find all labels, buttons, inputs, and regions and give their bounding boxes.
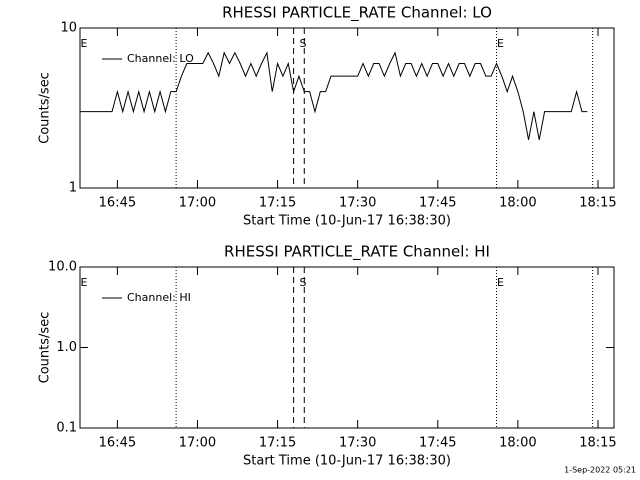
- y-tick-label: 0.1: [56, 421, 77, 436]
- x-tick-label: 17:45: [419, 196, 456, 211]
- x-axis-label: Start Time (10-Jun-17 16:38:30): [243, 454, 451, 469]
- x-tick-label: 17:00: [179, 436, 216, 451]
- y-tick-label: 1: [69, 181, 77, 196]
- chart-title: RHESSI PARTICLE_RATE Channel: LO: [222, 4, 492, 23]
- x-tick-label: 17:30: [339, 196, 376, 211]
- x-tick-label: 17:15: [259, 196, 296, 211]
- x-tick-label: 17:15: [259, 436, 296, 451]
- plot-frame: [79, 27, 615, 189]
- chart-title: RHESSI PARTICLE_RATE Channel: HI: [224, 243, 490, 262]
- flag-label: E: [81, 276, 88, 289]
- x-axis-label: Start Time (10-Jun-17 16:38:30): [243, 214, 451, 229]
- data-line: [80, 51, 588, 140]
- x-tick-label: 17:45: [419, 436, 456, 451]
- footer-date: 1-Sep-2022 05:21: [564, 466, 636, 475]
- x-tick-label: 16:45: [99, 196, 136, 211]
- legend-label: Channel: HI: [127, 291, 191, 304]
- flag-label: E: [497, 276, 504, 289]
- y-tick-label: 10.0: [48, 260, 77, 275]
- legend-label: Channel: LO: [127, 52, 194, 65]
- x-tick-label: 18:00: [499, 436, 536, 451]
- flag-label: E: [497, 37, 504, 50]
- y-tick-label: 10: [60, 21, 77, 36]
- x-tick-label: 18:00: [499, 196, 536, 211]
- x-tick-label: 17:30: [339, 436, 376, 451]
- x-tick-label: 17:00: [179, 196, 216, 211]
- flag-label: E: [81, 37, 88, 50]
- x-tick-label: 18:15: [579, 196, 616, 211]
- x-tick-label: 16:45: [99, 436, 136, 451]
- y-tick-label: 1.0: [56, 340, 77, 355]
- y-axis-label: Counts/sec: [38, 312, 53, 384]
- y-axis-label: Counts/sec: [38, 72, 53, 144]
- x-tick-label: 18:15: [579, 436, 616, 451]
- flag-label: S: [299, 37, 306, 50]
- flag-label: S: [299, 276, 306, 289]
